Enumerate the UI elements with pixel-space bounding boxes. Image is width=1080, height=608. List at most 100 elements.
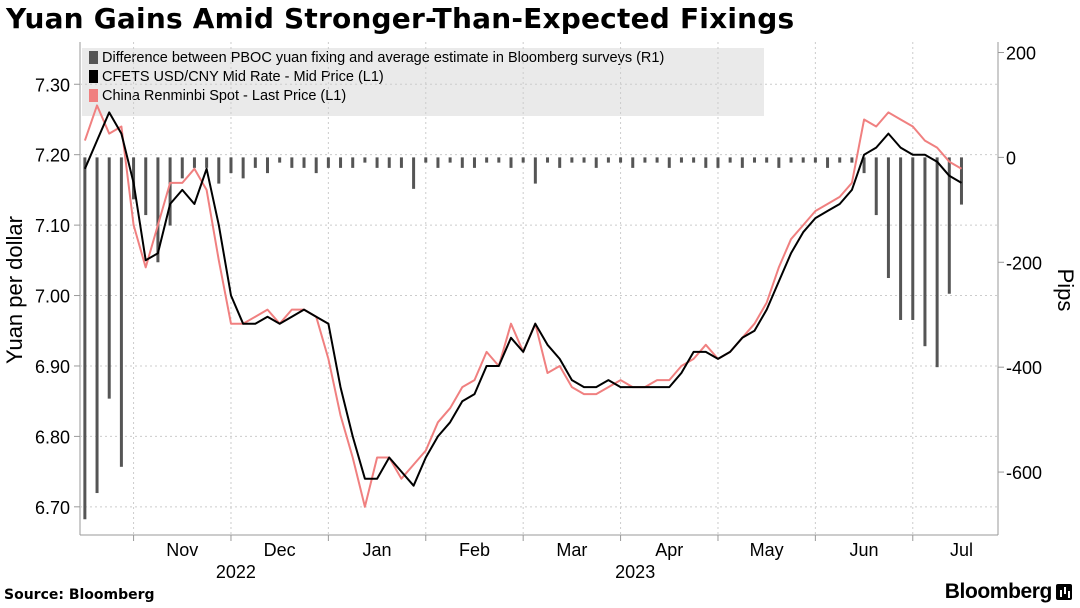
legend-swatch bbox=[89, 89, 98, 102]
pip-bar bbox=[619, 157, 623, 163]
legend-label: Difference between PBOC yuan fixing and … bbox=[102, 50, 664, 66]
left-tick-label: 7.00 bbox=[35, 287, 70, 307]
pip-bar bbox=[448, 157, 452, 163]
pip-bar bbox=[765, 157, 769, 163]
pip-bar bbox=[546, 157, 550, 163]
pip-bar bbox=[205, 157, 209, 168]
right-tick-label: -200 bbox=[1006, 253, 1042, 273]
bloomberg-logo: Bloomberg bbox=[945, 580, 1072, 604]
x-tick-label-year: 2023 bbox=[615, 562, 655, 582]
pip-bar bbox=[533, 157, 537, 184]
pip-bar bbox=[752, 157, 756, 163]
legend-label: China Renminbi Spot - Last Price (L1) bbox=[102, 88, 346, 104]
left-tick-label: 6.70 bbox=[35, 498, 70, 518]
left-axis-label: Yuan per dollar bbox=[2, 216, 27, 364]
pip-bar bbox=[899, 157, 903, 320]
right-tick-label: 200 bbox=[1006, 43, 1036, 63]
x-tick-label-month: Jul bbox=[950, 540, 973, 560]
pip-bar bbox=[911, 157, 915, 320]
left-tick-label: 7.10 bbox=[35, 216, 70, 236]
pip-bar bbox=[180, 157, 184, 179]
pip-bar bbox=[424, 157, 428, 163]
pip-bar bbox=[740, 157, 744, 168]
pip-bar bbox=[959, 157, 963, 205]
cfets-mid-rate-line bbox=[83, 111, 963, 487]
pip-bar bbox=[704, 157, 708, 168]
pip-bar bbox=[253, 157, 257, 168]
legend-swatch bbox=[89, 70, 98, 83]
pip-bar bbox=[192, 157, 196, 168]
x-tick-label-month: Jan bbox=[363, 540, 392, 560]
pip-bar bbox=[472, 157, 476, 168]
pip-bar bbox=[558, 157, 562, 168]
x-tick-label-month: Jun bbox=[850, 540, 879, 560]
pip-bar bbox=[923, 157, 927, 347]
pip-bar bbox=[886, 157, 890, 279]
pip-bar bbox=[874, 157, 878, 216]
x-tick-label-year: 2022 bbox=[216, 562, 256, 582]
pip-bar bbox=[436, 157, 440, 168]
left-tick-label: 6.90 bbox=[35, 357, 70, 377]
bloomberg-mark-icon bbox=[1056, 584, 1072, 600]
pip-bar bbox=[716, 157, 720, 168]
pip-bar bbox=[399, 157, 403, 168]
pip-bar bbox=[862, 157, 866, 174]
left-tick-label: 6.80 bbox=[35, 427, 70, 447]
pip-bar bbox=[570, 157, 574, 163]
pip-bar bbox=[813, 157, 817, 163]
pip-bar bbox=[521, 157, 525, 163]
brand-name: Bloomberg bbox=[944, 580, 1053, 603]
pip-bar bbox=[485, 157, 489, 163]
pip-bar bbox=[132, 157, 136, 200]
pip-bar bbox=[935, 157, 939, 368]
pip-bar bbox=[95, 157, 99, 494]
pip-bar bbox=[314, 157, 318, 174]
pip-bar bbox=[107, 157, 111, 399]
pip-bar bbox=[339, 157, 343, 168]
pip-bar bbox=[229, 157, 233, 174]
pip-bar bbox=[278, 157, 282, 163]
pip-bar bbox=[156, 157, 160, 263]
pip-bar bbox=[412, 157, 416, 189]
pip-bar bbox=[838, 157, 842, 163]
x-axis-ticks: Nov Dec Jan Feb Mar Apr May Jun Jul 2022 2023 bbox=[133, 535, 973, 582]
legend-box bbox=[82, 48, 764, 116]
pip-bar bbox=[168, 157, 172, 226]
x-tick-label-month: Mar bbox=[556, 540, 587, 560]
legend-swatch bbox=[89, 51, 98, 64]
pip-bar bbox=[789, 157, 793, 163]
line-series bbox=[83, 104, 963, 508]
bar-series bbox=[83, 157, 963, 520]
x-tick-label-month: Dec bbox=[264, 540, 296, 560]
x-tick-label-month: Nov bbox=[166, 540, 198, 560]
pip-bar bbox=[947, 157, 951, 294]
pip-bar bbox=[631, 157, 635, 168]
pip-bar bbox=[363, 157, 367, 163]
pip-bar bbox=[119, 157, 123, 467]
pip-bar bbox=[667, 157, 671, 168]
pip-bar bbox=[387, 157, 391, 168]
right-tick-label: -400 bbox=[1006, 358, 1042, 378]
x-tick-label-month: Apr bbox=[655, 540, 683, 560]
pip-bar bbox=[655, 157, 659, 163]
pip-bar bbox=[326, 157, 330, 168]
pip-bar bbox=[679, 157, 683, 163]
right-tick-label: -600 bbox=[1006, 463, 1042, 483]
x-tick-label-month: May bbox=[750, 540, 784, 560]
pip-bar bbox=[643, 157, 647, 163]
pip-bar bbox=[826, 157, 830, 168]
legend: Difference between PBOC yuan fixing and … bbox=[89, 50, 664, 104]
pip-bar bbox=[692, 157, 696, 163]
pip-bar bbox=[302, 157, 306, 168]
pip-bar bbox=[241, 157, 245, 179]
x-tick-label-month: Feb bbox=[459, 540, 490, 560]
renminbi-spot-line bbox=[83, 104, 963, 508]
legend-label: CFETS USD/CNY Mid Rate - Mid Price (L1) bbox=[102, 69, 384, 85]
pip-bar bbox=[850, 157, 854, 163]
pip-bar bbox=[83, 157, 87, 520]
pip-bar bbox=[144, 157, 148, 216]
pip-bar bbox=[351, 157, 355, 168]
left-axis-ticks: 7.30 7.20 7.10 7.00 6.90 6.80 6.70 bbox=[35, 75, 80, 518]
pip-bar bbox=[606, 157, 610, 163]
chart-title: Yuan Gains Amid Stronger-Than-Expected F… bbox=[6, 2, 795, 35]
